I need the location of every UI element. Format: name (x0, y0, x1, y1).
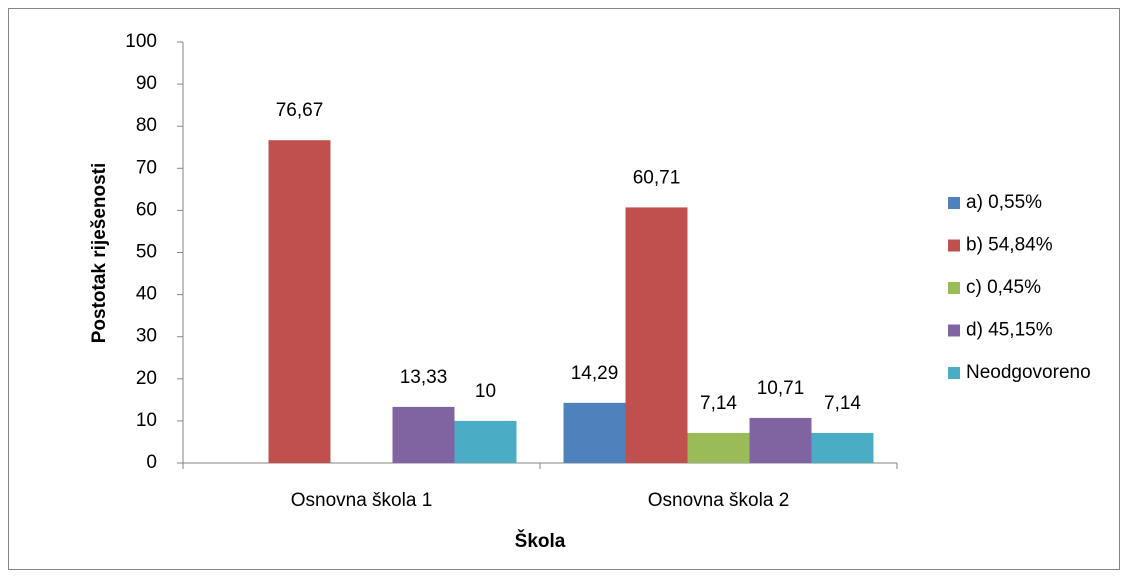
x-axis-title: Škola (515, 530, 566, 552)
legend-swatch (948, 197, 960, 209)
legend-swatch (948, 282, 960, 294)
data-label: 60,71 (633, 167, 681, 188)
data-label: 10,71 (757, 378, 805, 399)
bar (749, 417, 812, 463)
bar (454, 420, 517, 463)
data-label: 7,14 (824, 393, 861, 414)
y-axis-title: Postotak riješenosti (89, 163, 110, 344)
legend-swatch (948, 239, 960, 252)
y-tick-label: 10 (136, 410, 157, 431)
bar (268, 140, 331, 463)
y-tick-label: 60 (136, 199, 157, 220)
x-tick-label: Osnovna škola 1 (291, 490, 433, 511)
data-label: 10 (475, 381, 496, 402)
bar (563, 402, 626, 463)
legend-label: d) 45,15% (966, 320, 1053, 341)
data-label: 7,14 (700, 393, 737, 414)
legend-swatch (948, 367, 960, 379)
data-label: 13,33 (400, 367, 448, 388)
chart-border (8, 8, 1120, 570)
legend-label: b) 54,84% (966, 235, 1053, 256)
x-tick-label: Osnovna škola 2 (648, 490, 790, 511)
legend-label: Neodgovoreno (966, 362, 1091, 383)
y-tick-label: 30 (136, 326, 157, 347)
legend-label: c) 0,45% (966, 277, 1041, 298)
legend-label: a) 0,55% (966, 192, 1042, 213)
y-tick-label: 70 (136, 157, 157, 178)
y-tick-label: 100 (125, 31, 157, 52)
y-tick-label: 80 (136, 115, 157, 136)
y-tick-label: 90 (136, 73, 157, 94)
bar (811, 432, 874, 463)
y-tick-label: 0 (146, 452, 157, 473)
legend-swatch (948, 324, 960, 337)
data-label: 76,67 (276, 100, 324, 121)
y-tick-label: 40 (136, 284, 157, 305)
bar (625, 207, 688, 463)
y-tick-label: 50 (136, 242, 157, 263)
y-tick-label: 20 (136, 368, 157, 389)
data-label: 14,29 (571, 363, 619, 384)
bar (392, 406, 455, 463)
bar (687, 432, 750, 463)
